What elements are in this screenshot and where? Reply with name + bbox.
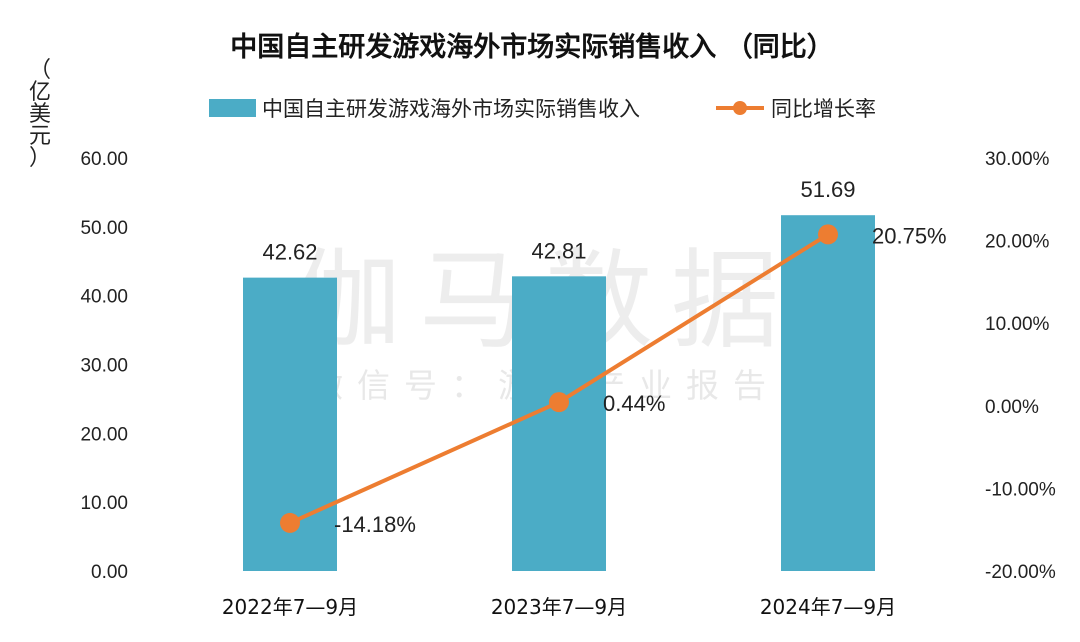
legend-bar-label: 中国自主研发游戏海外市场实际销售收入 — [262, 97, 640, 121]
legend: 中国自主研发游戏海外市场实际销售收入 同比增长率 — [209, 97, 876, 121]
y-right-tick-label: 30.00% — [985, 149, 1050, 170]
y-right-tick-label: 20.00% — [985, 232, 1050, 253]
chart-title: 中国自主研发游戏海外市场实际销售收入 （同比） — [230, 31, 833, 63]
line-value-label: -14.18% — [334, 512, 416, 537]
y-left-tick-label: 20.00 — [80, 424, 128, 445]
bar-value-label: 42.81 — [531, 238, 586, 263]
bar — [512, 276, 606, 571]
y-axis-right-ticks: -20.00% -10.00% 0.00% 10.00% 20.00% 30.00% — [985, 149, 1056, 583]
x-category-label: 2024年7—9月 — [760, 595, 896, 619]
line-point — [818, 224, 838, 245]
y-axis-unit-char: 亿 — [29, 80, 51, 105]
line-point — [280, 512, 300, 533]
y-axis-unit-char: （ — [29, 58, 51, 83]
y-left-tick-label: 50.00 — [80, 218, 128, 239]
line-point — [549, 392, 569, 413]
y-axis-unit-label: （亿美元） — [29, 58, 51, 171]
line-series — [280, 224, 838, 533]
bar-value-label: 42.62 — [262, 240, 317, 265]
line-value-label: 20.75% — [872, 223, 947, 248]
y-left-tick-label: 0.00 — [91, 562, 128, 583]
bar-series — [243, 215, 875, 571]
y-right-tick-label: 10.00% — [985, 314, 1050, 335]
y-right-tick-label: 0.00% — [985, 397, 1039, 418]
legend-line-label: 同比增长率 — [771, 97, 876, 121]
y-right-tick-label: -10.00% — [985, 479, 1056, 500]
y-left-tick-label: 60.00 — [80, 149, 128, 170]
line-value-label: 0.44% — [603, 391, 665, 416]
y-left-tick-label: 30.00 — [80, 356, 128, 377]
y-axis-unit-char: 元 — [29, 124, 51, 149]
x-category-label: 2023年7—9月 — [491, 595, 627, 619]
line-value-labels: -14.18% 0.44% 20.75% — [334, 223, 947, 537]
y-axis-unit-char: ） — [29, 146, 51, 171]
y-axis-unit-char: 美 — [29, 102, 51, 127]
y-left-tick-label: 40.00 — [80, 287, 128, 308]
y-left-tick-label: 10.00 — [80, 493, 128, 514]
x-category-label: 2022年7—9月 — [222, 595, 358, 619]
legend-line-marker — [733, 101, 747, 115]
y-right-tick-label: -20.00% — [985, 562, 1056, 583]
bar-value-labels: 42.62 42.81 51.69 — [262, 177, 855, 264]
y-axis-left-ticks: 0.00 10.00 20.00 30.00 40.00 50.00 60.00 — [80, 149, 128, 583]
legend-bar-swatch — [209, 99, 256, 117]
bar-value-label: 51.69 — [800, 177, 855, 202]
x-axis-categories: 2022年7—9月 2023年7—9月 2024年7—9月 — [222, 595, 896, 619]
bar — [781, 215, 875, 571]
